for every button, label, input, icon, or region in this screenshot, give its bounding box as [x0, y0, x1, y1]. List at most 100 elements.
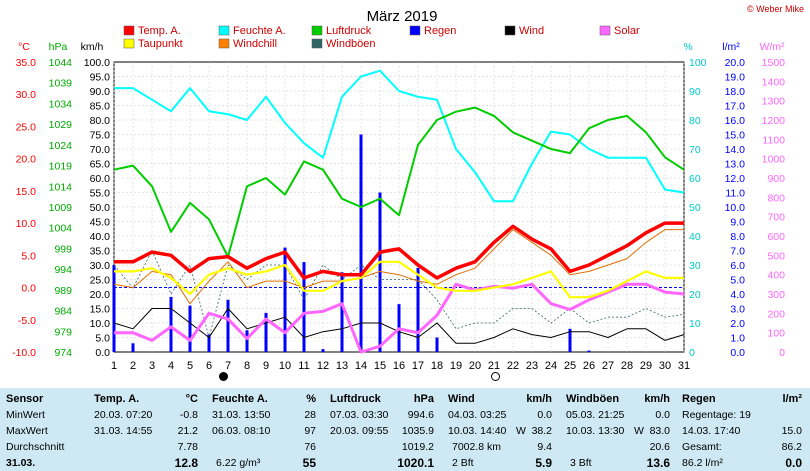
- day-tick-label: 29: [640, 360, 652, 372]
- day-tick-label: 30: [659, 360, 671, 372]
- day-tick-label: 6: [206, 360, 212, 372]
- rain-days: Regentage: 19: [682, 409, 751, 421]
- new-moon-icon: [219, 372, 228, 381]
- humidity-min-value: 28: [304, 409, 316, 421]
- day-tick-label: 21: [488, 360, 500, 372]
- legend-swatch: [504, 25, 516, 36]
- gust-max-direction: W: [634, 425, 644, 437]
- rain-tick-label: 19.0: [725, 72, 746, 84]
- legend-label: Temp. A.: [138, 25, 181, 37]
- series-line-taupunkt: [114, 260, 684, 299]
- pressure-tick-label: 1034: [49, 98, 73, 110]
- temp-max-value: 21.2: [177, 425, 198, 437]
- wind-tick-label: 10.0: [90, 318, 111, 330]
- wind-distance: 7002.8 km: [452, 441, 502, 453]
- legend-swatch: [123, 38, 135, 49]
- temp-max-time: 31.03. 14:55: [94, 425, 153, 437]
- series-line-wind: [113, 308, 685, 344]
- pressure-tick-label: 989: [54, 285, 72, 297]
- pressure-tick-label: 1044: [49, 57, 73, 69]
- gust-beaufort: 3 Bft: [570, 457, 592, 469]
- rain-tick-label: 3.0: [730, 304, 745, 316]
- rain-current-label: 86.2 l/m²: [682, 457, 723, 469]
- rain-tick-label: 10.0: [725, 202, 746, 214]
- solar-tick-label: 500: [767, 250, 785, 262]
- wind-tick-label: 5.0: [95, 333, 110, 345]
- rain-tick-label: 15.0: [725, 130, 746, 142]
- pressure-avg: 1019.2: [401, 441, 434, 453]
- axis-unit-label: l/m²: [722, 41, 740, 53]
- series-line-feuchte-a: [114, 69, 685, 203]
- solar-tick-label: 200: [767, 308, 785, 320]
- rain-total-label: Gesamt:: [682, 441, 722, 453]
- wind-column: Wind km/h 04.03. 03:25 0.0 10.03. 14:40 …: [448, 388, 556, 471]
- day-tick-label: 14: [355, 360, 367, 372]
- temp-tick-label: -5.0: [18, 315, 36, 327]
- legend-label: Feuchte A.: [233, 25, 286, 37]
- rain-bar: [416, 267, 420, 352]
- rain-tick-label: 9.0: [730, 217, 745, 229]
- solar-tick-label: 1400: [762, 76, 786, 88]
- day-tick-label: 15: [374, 360, 386, 372]
- day-tick-label: 19: [450, 360, 462, 372]
- solar-tick-label: 1300: [762, 96, 786, 108]
- pressure-column: Luftdruck hPa 07.03. 03:30 994.6 20.03. …: [330, 388, 438, 471]
- humidity-tick-label: 40: [689, 231, 701, 243]
- wind-tick-label: 85.0: [90, 101, 111, 113]
- solar-tick-label: 400: [767, 270, 785, 282]
- rain-tick-label: 11.0: [725, 188, 745, 200]
- temp-column: Temp. A. °C 20.03. 07:20 -0.8 31.03. 14:…: [94, 388, 202, 471]
- day-tick-label: 12: [317, 360, 329, 372]
- series-line-luftdruck: [113, 106, 685, 258]
- day-tick-label: 26: [583, 360, 595, 372]
- day-tick-label: 17: [412, 360, 424, 372]
- wind-avg: 9.4: [537, 441, 552, 453]
- day-tick-label: 27: [602, 360, 614, 372]
- legend-label: Windböen: [326, 38, 376, 50]
- row-label-min: MinWert: [6, 409, 45, 421]
- rain-bar: [378, 192, 382, 352]
- sensor-column: Sensor MinWert MaxWert Durchschnitt 31.0…: [6, 388, 91, 471]
- rain-unit: l/m²: [782, 393, 802, 405]
- gust-column: Windböen km/h 05.03. 21:25 0.0 10.03. 13…: [566, 388, 674, 471]
- wind-max-time: 10.03. 14:40: [448, 425, 507, 437]
- pressure-header: Luftdruck: [330, 393, 381, 405]
- rain-max-time: 14.03. 17:40: [682, 425, 741, 437]
- legend-label: Taupunkt: [138, 38, 183, 50]
- wind-tick-label: 70.0: [90, 144, 111, 156]
- wind-tick-label: 55.0: [90, 188, 111, 200]
- gust-min-time: 05.03. 21:25: [566, 409, 625, 421]
- wind-header: Wind: [448, 393, 475, 405]
- rain-bar: [226, 299, 230, 352]
- day-tick-label: 23: [526, 360, 538, 372]
- pressure-tick-label: 1004: [49, 223, 73, 235]
- pressure-min-value: 994.6: [407, 409, 434, 421]
- rain-tick-label: 18.0: [725, 86, 746, 98]
- rain-bar: [169, 296, 173, 352]
- wind-beaufort: 2 Bft: [452, 457, 474, 469]
- humidity-tick-label: 70: [689, 144, 701, 156]
- rain-bar: [568, 328, 572, 352]
- legend: Temp. A. Feuchte A. Luftdruck Regen Wind Sola…: [123, 25, 640, 50]
- humidity-current: 55: [302, 456, 316, 470]
- humidity-tick-label: 90: [689, 86, 701, 98]
- day-tick-label: 24: [545, 360, 557, 372]
- legend-label: Windchill: [233, 38, 277, 50]
- legend-label: Solar: [614, 25, 640, 37]
- series-line-temp-a: [114, 221, 684, 280]
- rain-bar: [112, 265, 116, 352]
- humidity-tick-label: 50: [689, 202, 701, 214]
- copyright-label: © Weber Mike: [747, 4, 804, 14]
- pressure-tick-label: 984: [54, 306, 72, 318]
- full-moon-icon: [491, 372, 500, 381]
- humidity-column: Feuchte A. % 31.03. 13:50 28 06.03. 08:1…: [212, 388, 320, 471]
- series-line-windchill: [113, 229, 684, 305]
- solar-tick-label: 900: [767, 173, 785, 185]
- legend-swatch: [218, 25, 230, 36]
- day-tick-label: 7: [225, 360, 231, 372]
- pressure-max-time: 20.03. 09:55: [330, 425, 389, 437]
- wind-max-direction: W: [516, 425, 526, 437]
- temp-tick-label: 35.0: [16, 57, 37, 69]
- solar-tick-label: 700: [767, 212, 785, 224]
- temp-tick-label: 5.0: [21, 250, 36, 262]
